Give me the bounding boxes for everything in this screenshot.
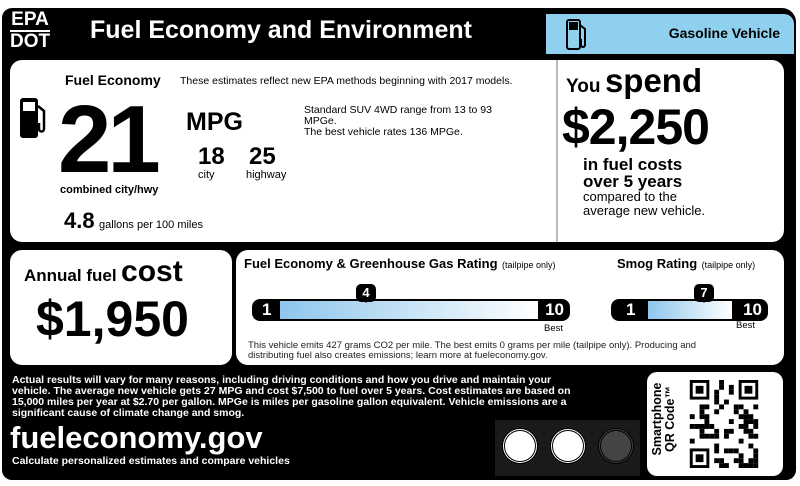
spend-description: in fuel costs over 5 years compared to t…	[583, 155, 706, 218]
ghg-rating-bar: 1 10	[252, 299, 570, 321]
you-spend-heading: You spend	[566, 62, 703, 99]
combined-mpg: 21	[58, 86, 161, 193]
disclaimer: Actual results will vary for many reason…	[12, 374, 571, 419]
smog-best-label: Best	[736, 320, 756, 331]
gallons-per-100: 4.8 gallons per 100 miles	[64, 208, 203, 233]
vehicle-type-banner: Gasoline Vehicle	[546, 14, 794, 54]
annual-cost-heading: Annual fuel cost	[24, 255, 183, 288]
emissions-text: This vehicle emits 427 grams CO2 per mil…	[248, 340, 697, 361]
ghg-rating-marker: 4	[356, 284, 376, 303]
qr-panel: Smartphone QR Code™	[647, 372, 783, 476]
range-text: Standard SUV 4WD range from 13 to 93 MPG…	[304, 104, 492, 138]
epa-dot-logo: EPA DOT	[10, 9, 51, 52]
smog-rating-marker: 7	[694, 284, 714, 303]
agency-seals	[495, 420, 640, 476]
combined-label: combined city/hwy	[60, 184, 159, 196]
fuel-economy-heading: Fuel Economy	[65, 72, 161, 88]
website-link[interactable]: fueleconomy.gov	[10, 420, 263, 455]
vehicle-type: Gasoline Vehicle	[668, 25, 780, 41]
fuel-pump-icon	[566, 19, 586, 50]
highway-mpg: 25	[249, 143, 276, 170]
five-year-spend: $2,250	[562, 99, 710, 155]
city-label: city	[198, 169, 215, 181]
annual-cost-amount: $1,950	[36, 291, 189, 347]
ghg-heading: Fuel Economy & Greenhouse Gas Rating (ta…	[244, 256, 556, 271]
tagline: Calculate personalized estimates and com…	[12, 455, 290, 467]
mpg-unit: MPG	[186, 108, 243, 136]
ghg-best-label: Best	[544, 323, 564, 334]
fuel-economy-note: These estimates reflect new EPA methods …	[180, 75, 513, 87]
qr-label: Smartphone QR Code™	[650, 382, 677, 456]
dot-seal-icon	[550, 428, 586, 464]
divider	[556, 60, 558, 242]
label-title: Fuel Economy and Environment	[90, 16, 472, 44]
annual-cost-panel	[10, 250, 232, 365]
smog-heading: Smog Rating (tailpipe only)	[617, 256, 756, 271]
epa-seal-icon	[502, 428, 538, 464]
fuel-pump-icon	[20, 98, 46, 138]
qr-code[interactable]	[689, 380, 759, 468]
fuel-economy-panel	[10, 60, 784, 242]
smog-rating-bar: 1 10	[611, 299, 768, 321]
city-mpg: 18	[198, 143, 225, 170]
doe-seal-icon	[598, 428, 634, 464]
highway-label: highway	[246, 169, 287, 181]
